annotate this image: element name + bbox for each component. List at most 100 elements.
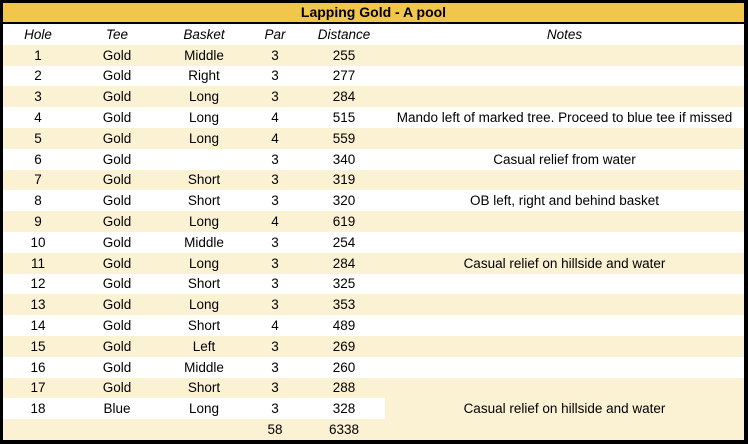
cell-par: 4 bbox=[247, 315, 303, 336]
cell-distance: 254 bbox=[303, 231, 385, 253]
cell-notes bbox=[385, 273, 744, 295]
table-row: 5 Gold Long 4 559 bbox=[3, 127, 744, 149]
cell-par: 4 bbox=[247, 127, 303, 149]
cell-notes bbox=[385, 377, 744, 399]
cell-hole: 1 bbox=[3, 44, 73, 66]
cell-notes bbox=[385, 211, 744, 232]
cell-notes bbox=[385, 127, 744, 149]
cell-notes bbox=[385, 65, 744, 87]
cell-notes: Casual relief from water bbox=[385, 148, 744, 170]
table-row: 3 Gold Long 3 284 bbox=[3, 86, 744, 108]
cell-par: 4 bbox=[247, 211, 303, 232]
cell-hole: 15 bbox=[3, 335, 73, 357]
cell-tee: Gold bbox=[73, 127, 161, 149]
table-row: 8 Gold Short 3 320 OB left, right and be… bbox=[3, 190, 744, 212]
cell-basket: Middle bbox=[161, 356, 247, 378]
cell-basket: Long bbox=[161, 398, 247, 420]
cell-hole: 17 bbox=[3, 377, 73, 399]
cell-par: 3 bbox=[247, 65, 303, 87]
table-row: 7 Gold Short 3 319 bbox=[3, 169, 744, 191]
cell-hole: 11 bbox=[3, 252, 73, 274]
cell-basket: Middle bbox=[161, 44, 247, 66]
column-header-notes: Notes bbox=[385, 24, 744, 45]
cell-basket: Short bbox=[161, 273, 247, 295]
table-row: 4 Gold Long 4 515 Mando left of marked t… bbox=[3, 107, 744, 128]
cell-distance: 260 bbox=[303, 356, 385, 378]
cell-basket: Short bbox=[161, 377, 247, 399]
table-row: 9 Gold Long 4 619 bbox=[3, 211, 744, 232]
cell-basket: Long bbox=[161, 107, 247, 128]
cell-hole: 7 bbox=[3, 169, 73, 191]
cell-distance: 515 bbox=[303, 107, 385, 128]
cell-basket: Middle bbox=[161, 231, 247, 253]
column-header-tee: Tee bbox=[73, 24, 161, 45]
cell-distance: 269 bbox=[303, 335, 385, 357]
cell-hole: 5 bbox=[3, 127, 73, 149]
cell-par: 3 bbox=[247, 44, 303, 66]
cell-distance: 353 bbox=[303, 294, 385, 316]
cell-tee: Gold bbox=[73, 65, 161, 87]
cell-basket: Short bbox=[161, 315, 247, 336]
cell-par: 3 bbox=[247, 294, 303, 316]
cell-par: 3 bbox=[247, 273, 303, 295]
cell-tee: Gold bbox=[73, 252, 161, 274]
cell-tee: Gold bbox=[73, 335, 161, 357]
cell-distance: 559 bbox=[303, 127, 385, 149]
cell-hole: 16 bbox=[3, 356, 73, 378]
total-notes-cell bbox=[385, 419, 744, 440]
cell-basket: Long bbox=[161, 252, 247, 274]
cell-notes bbox=[385, 294, 744, 316]
cell-par: 3 bbox=[247, 190, 303, 212]
cell-basket: Long bbox=[161, 294, 247, 316]
header-row: Hole Tee Basket Par Distance Notes bbox=[3, 24, 744, 45]
cell-notes bbox=[385, 169, 744, 191]
cell-basket: Right bbox=[161, 65, 247, 87]
cell-hole: 4 bbox=[3, 107, 73, 128]
cell-hole: 12 bbox=[3, 273, 73, 295]
cell-tee: Gold bbox=[73, 273, 161, 295]
table-row: 1 Gold Middle 3 255 bbox=[3, 44, 744, 66]
table-row: 16 Gold Middle 3 260 bbox=[3, 356, 744, 378]
cell-tee: Gold bbox=[73, 169, 161, 191]
total-hole-cell bbox=[3, 419, 73, 440]
cell-par: 3 bbox=[247, 148, 303, 170]
cell-tee: Gold bbox=[73, 86, 161, 108]
cell-par: 3 bbox=[247, 252, 303, 274]
cell-hole: 10 bbox=[3, 231, 73, 253]
total-tee-cell bbox=[73, 419, 161, 440]
cell-par: 3 bbox=[247, 231, 303, 253]
column-header-hole: Hole bbox=[3, 24, 73, 45]
cell-tee: Gold bbox=[73, 44, 161, 66]
table-row: 10 Gold Middle 3 254 bbox=[3, 231, 744, 253]
column-header-basket: Basket bbox=[161, 24, 247, 45]
table-row: 17 Gold Short 3 288 bbox=[3, 377, 744, 399]
cell-distance: 328 bbox=[303, 398, 385, 420]
cell-hole: 9 bbox=[3, 211, 73, 232]
cell-par: 3 bbox=[247, 169, 303, 191]
table-row: 18 Blue Long 3 328 Casual relief on hill… bbox=[3, 398, 744, 420]
cell-basket: Long bbox=[161, 127, 247, 149]
cell-notes: Casual relief on hillside and water bbox=[385, 252, 744, 274]
cell-tee: Gold bbox=[73, 356, 161, 378]
cell-par: 3 bbox=[247, 86, 303, 108]
cell-par: 3 bbox=[247, 377, 303, 399]
cell-notes: Casual relief on hillside and water bbox=[385, 398, 744, 420]
column-header-distance: Distance bbox=[303, 24, 385, 45]
cell-tee: Blue bbox=[73, 398, 161, 420]
cell-tee: Gold bbox=[73, 148, 161, 170]
cell-hole: 13 bbox=[3, 294, 73, 316]
cell-distance: 320 bbox=[303, 190, 385, 212]
table-header: Hole Tee Basket Par Distance Notes bbox=[3, 24, 744, 45]
cell-notes bbox=[385, 315, 744, 336]
cell-tee: Gold bbox=[73, 211, 161, 232]
cell-par: 3 bbox=[247, 335, 303, 357]
cell-basket: Short bbox=[161, 169, 247, 191]
cell-notes bbox=[385, 335, 744, 357]
table-row: 2 Gold Right 3 277 bbox=[3, 65, 744, 87]
cell-tee: Gold bbox=[73, 315, 161, 336]
cell-notes bbox=[385, 86, 744, 108]
cell-par: 3 bbox=[247, 398, 303, 420]
cell-distance: 489 bbox=[303, 315, 385, 336]
cell-tee: Gold bbox=[73, 231, 161, 253]
